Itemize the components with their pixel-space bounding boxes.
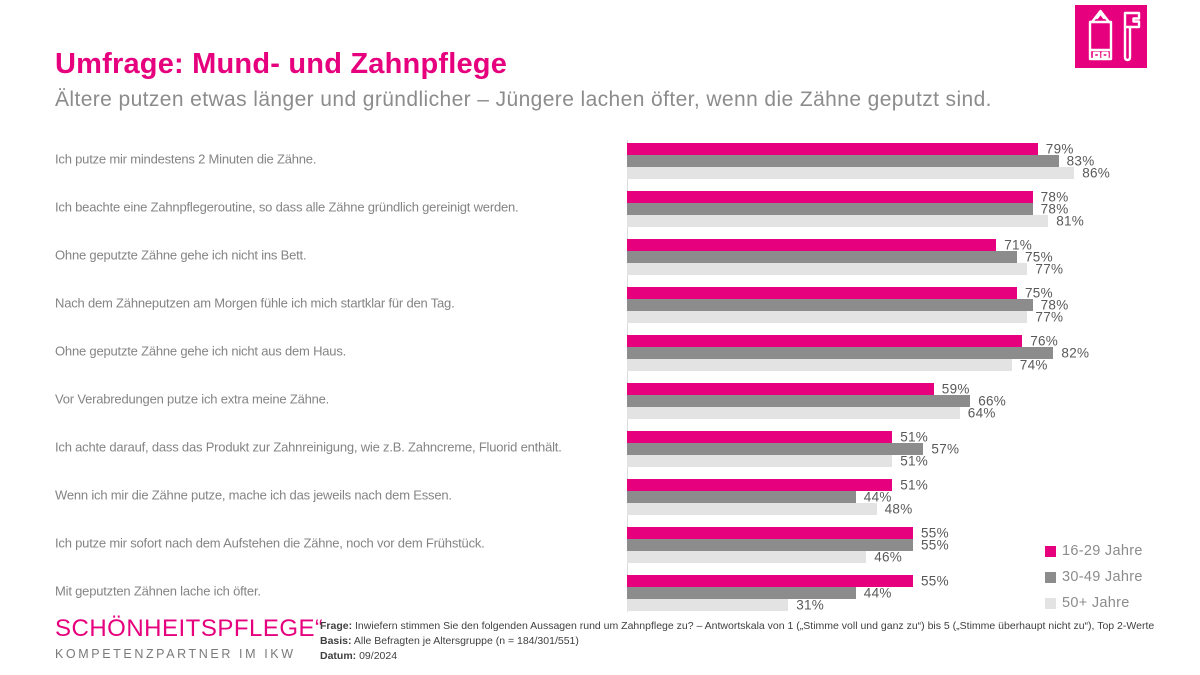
page-subtitle: Ältere putzen etwas länger und gründlich… [55, 88, 992, 111]
bar-16-29-jahre [627, 191, 1033, 203]
logo-sub-text: KOMPETENZPARTNER IM IKW [55, 647, 296, 661]
statement-label: Nach dem Zähneputzen am Morgen fühle ich… [55, 295, 455, 311]
bar-16-29-jahre [627, 479, 893, 491]
bar-30-49-jahre [627, 491, 856, 503]
bar-50+-jahre [627, 599, 789, 611]
bar-value-label: 75% [1025, 285, 1053, 301]
bar-50+-jahre [627, 215, 1049, 227]
footnotes: Frage: Inwiefern stimmen Sie den folgend… [320, 619, 1154, 664]
bar-value-label: 71% [1004, 237, 1033, 253]
footnote-line: Basis: Alle Befragten je Altersgruppe (n… [320, 634, 1154, 649]
bar-50+-jahre [627, 455, 893, 467]
bar-50+-jahre [627, 167, 1075, 179]
bar-value-label: 74% [1019, 357, 1048, 373]
footnote-line: Datum: 09/2024 [320, 649, 1154, 664]
statement-label: Wenn ich mir die Zähne putze, mache ich … [55, 487, 452, 503]
statement-label: Mit geputzten Zähnen lache ich öfter. [55, 583, 261, 599]
legend-label: 30-49 Jahre [1062, 569, 1143, 585]
footnote-label: Frage: [320, 620, 353, 632]
legend-label: 50+ Jahre [1062, 595, 1130, 611]
bar-value-label: 77% [1035, 309, 1064, 325]
legend-label: 16-29 Jahre [1062, 543, 1143, 559]
statement-label: Ohne geputzte Zähne gehe ich nicht aus d… [55, 343, 347, 359]
bar-value-label: 81% [1056, 213, 1085, 229]
bar-value-label: 55% [921, 525, 949, 541]
bar-value-label: 82% [1061, 345, 1090, 361]
bar-50+-jahre [627, 551, 867, 563]
logo-main-text: SCHÖNHEITSPFLEGE“ [55, 615, 324, 642]
bar-value-label: 86% [1082, 165, 1111, 181]
bar-value-label: 46% [874, 549, 903, 565]
bar-50+-jahre [627, 359, 1012, 371]
bar-value-label: 57% [931, 441, 960, 457]
bar-value-label: 78% [1040, 297, 1069, 313]
bar-30-49-jahre [627, 395, 971, 407]
bar-value-label: 51% [900, 429, 929, 445]
bar-16-29-jahre [627, 335, 1023, 347]
bar-value-label: 78% [1040, 201, 1069, 217]
footnote-label: Datum: [320, 650, 357, 662]
bar-30-49-jahre [627, 251, 1017, 263]
legend-item: 50+ Jahre [1045, 590, 1143, 616]
bar-16-29-jahre [627, 383, 934, 395]
schoenheitspflege-logo: SCHÖNHEITSPFLEGE“ KOMPETENZPARTNER IM IK… [55, 615, 324, 661]
bar-value-label: 76% [1030, 333, 1059, 349]
bar-30-49-jahre [627, 347, 1054, 359]
toothpaste-and-toothbrush-icon [1075, 5, 1147, 68]
legend-swatch [1045, 545, 1056, 557]
statement-label: Vor Verabredungen putze ich extra meine … [55, 391, 330, 407]
statement-label: Ich putze mir sofort nach dem Aufstehen … [55, 535, 485, 551]
statement-label: Ich beachte eine Zahnpflegeroutine, so d… [55, 199, 519, 215]
footnote-label: Basis: [320, 635, 352, 647]
bar-value-label: 44% [863, 489, 892, 505]
bar-value-label: 77% [1035, 261, 1064, 277]
legend-swatch [1045, 571, 1056, 583]
bar-value-label: 44% [863, 585, 892, 601]
bar-value-label: 78% [1040, 189, 1069, 205]
bar-value-label: 79% [1045, 141, 1074, 157]
footnote-text: 09/2024 [359, 650, 398, 662]
bar-16-29-jahre [627, 239, 997, 251]
bar-30-49-jahre [627, 155, 1059, 167]
bar-value-label: 64% [967, 405, 996, 421]
bar-50+-jahre [627, 407, 960, 419]
bar-value-label: 59% [941, 381, 970, 397]
bar-50+-jahre [627, 263, 1028, 275]
axis-line [627, 140, 628, 612]
legend-swatch [1045, 597, 1056, 609]
bar-16-29-jahre [627, 527, 913, 539]
legend: 16-29 Jahre 30-49 Jahre 50+ Jahre [1045, 538, 1143, 616]
bar-50+-jahre [627, 503, 877, 515]
bar-value-label: 55% [921, 537, 949, 553]
bar-16-29-jahre [627, 143, 1038, 155]
bar-value-label: 51% [900, 453, 929, 469]
bar-value-label: 48% [884, 501, 913, 517]
bar-50+-jahre [627, 311, 1028, 323]
bar-30-49-jahre [627, 587, 856, 599]
statement-label: Ich putze mir mindestens 2 Minuten die Z… [55, 151, 317, 167]
bar-value-label: 51% [900, 477, 929, 493]
statement-label: Ich achte darauf, dass das Produkt zur Z… [55, 439, 562, 455]
footnote-line: Frage: Inwiefern stimmen Sie den folgend… [320, 619, 1154, 634]
footnote-text: Inwiefern stimmen Sie den folgenden Auss… [355, 620, 1155, 632]
legend-item: 30-49 Jahre [1045, 564, 1143, 590]
bar-value-label: 75% [1025, 249, 1053, 265]
bar-value-label: 66% [978, 393, 1007, 409]
bar-value-label: 83% [1066, 153, 1095, 169]
bar-30-49-jahre [627, 539, 913, 551]
bar-value-label: 31% [796, 597, 825, 613]
bar-value-label: 55% [921, 573, 949, 589]
bar-16-29-jahre [627, 575, 913, 587]
legend-item: 16-29 Jahre [1045, 538, 1143, 564]
bar-16-29-jahre [627, 287, 1017, 299]
bar-30-49-jahre [627, 299, 1033, 311]
bar-30-49-jahre [627, 203, 1033, 215]
bar-30-49-jahre [627, 443, 924, 455]
statement-label: Ohne geputzte Zähne gehe ich nicht ins B… [55, 247, 307, 263]
footnote-text: Alle Befragten je Altersgruppe (n = 184/… [353, 635, 579, 647]
bar-16-29-jahre [627, 431, 893, 443]
page-title: Umfrage: Mund- und Zahnpflege [55, 48, 508, 80]
